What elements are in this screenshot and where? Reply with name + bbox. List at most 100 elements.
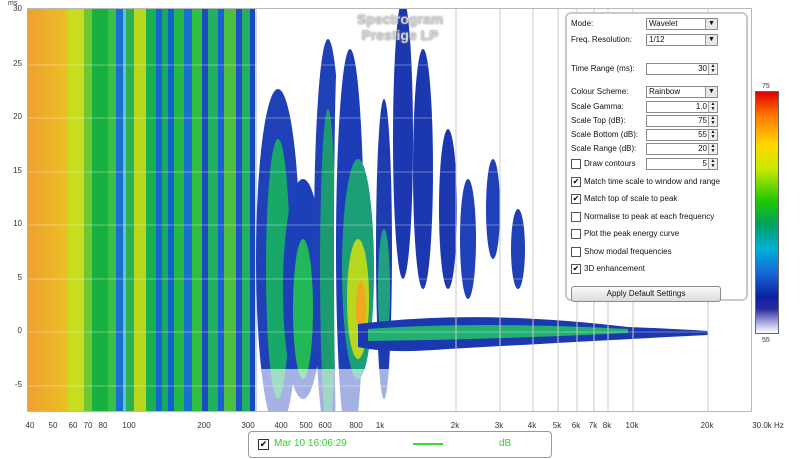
- show-modal-label: Show modal frequencies: [584, 247, 672, 256]
- colorbar-top-label: 75: [762, 83, 770, 90]
- y-tick-label: 0: [17, 326, 22, 335]
- trace-unit: dB: [499, 438, 512, 449]
- scale-gamma-value: 1.0: [695, 102, 707, 111]
- chevron-down-icon[interactable]: ▼: [705, 35, 717, 45]
- enhancement-row: ✔ 3D enhancement: [571, 262, 742, 275]
- scale-gamma-label: Scale Gamma:: [571, 102, 624, 111]
- scale-range-spinner[interactable]: 20 ▲ ▼: [646, 143, 718, 155]
- x-tick-label: 8k: [602, 421, 612, 430]
- draw-contours-value: 5: [702, 159, 707, 168]
- enhancement-checkbox[interactable]: ✔: [571, 264, 581, 274]
- x-tick-label: 400: [274, 421, 288, 430]
- plot-peak-label: Plot the peak energy curve: [584, 229, 680, 238]
- spectrogram-controls-panel: Mode: Wavelet ▼ Freq. Resolution: 1/12 ▼…: [565, 12, 748, 302]
- x-tick-label: 7k: [588, 421, 598, 430]
- spinner-arrows-icon[interactable]: ▲ ▼: [708, 116, 717, 126]
- scale-top-value: 75: [698, 116, 707, 125]
- match-top-label: Match top of scale to peak: [584, 194, 678, 203]
- scale-gamma-row: Scale Gamma: 1.0 ▲ ▼: [571, 100, 742, 113]
- scale-gamma-spinner[interactable]: 1.0 ▲ ▼: [646, 101, 718, 113]
- trace-name[interactable]: Mar 10 16:06:29: [274, 438, 347, 449]
- scale-bottom-spinner[interactable]: 55 ▲ ▼: [646, 129, 718, 141]
- chevron-down-icon[interactable]: ▼: [705, 19, 717, 29]
- time-range-spinner[interactable]: 30 ▲ ▼: [646, 63, 718, 75]
- normalise-label: Normalise to peak at each frequency: [584, 212, 715, 221]
- spinner-arrows-icon[interactable]: ▲ ▼: [708, 130, 717, 140]
- colour-scheme-row: Colour Scheme: Rainbow ▼: [571, 85, 742, 98]
- spinner-arrows-icon[interactable]: ▲ ▼: [708, 102, 717, 112]
- x-tick-label: 1k: [375, 421, 385, 430]
- scale-range-value: 20: [698, 144, 707, 153]
- enhancement-label: 3D enhancement: [584, 264, 645, 273]
- plot-peak-row: Plot the peak energy curve: [571, 227, 742, 240]
- scale-range-row: Scale Range (dB): 20 ▲ ▼: [571, 142, 742, 155]
- time-range-row: Time Range (ms): 30 ▲ ▼: [571, 62, 742, 75]
- normalise-row: Normalise to peak at each frequency: [571, 210, 742, 223]
- mode-value: Wavelet: [649, 19, 678, 28]
- x-tick-label: 70: [83, 421, 93, 430]
- draw-contours-checkbox[interactable]: [571, 159, 581, 169]
- freq-resolution-value: 1/12: [649, 35, 665, 44]
- plot-title-line1: Spectrogram: [356, 11, 444, 27]
- match-time-label: Match time scale to window and range: [584, 177, 721, 186]
- x-tick-label: 10k: [625, 421, 639, 430]
- draw-contours-row: Draw contours 5 ▲ ▼: [571, 157, 742, 170]
- colour-scheme-select[interactable]: Rainbow ▼: [646, 86, 718, 98]
- x-tick-label: 20k: [700, 421, 714, 430]
- colour-scale-bar: [755, 91, 779, 334]
- x-tick-label: 50: [48, 421, 58, 430]
- freq-resolution-select[interactable]: 1/12 ▼: [646, 34, 718, 46]
- x-tick-label: 6k: [571, 421, 581, 430]
- x-tick-label: 60: [68, 421, 78, 430]
- match-time-checkbox[interactable]: ✔: [571, 177, 581, 187]
- x-tick-label: 4k: [527, 421, 537, 430]
- y-tick-label: -5: [14, 380, 22, 389]
- scale-top-label: Scale Top (dB):: [571, 116, 626, 125]
- y-tick-label: 15: [13, 166, 22, 175]
- trace-line-swatch: [413, 443, 443, 445]
- x-tick-label: 800: [349, 421, 363, 430]
- spinner-arrows-icon[interactable]: ▲ ▼: [708, 64, 717, 74]
- show-modal-row: Show modal frequencies: [571, 245, 742, 258]
- scale-bottom-label: Scale Bottom (dB):: [571, 130, 639, 139]
- y-axis-unit: ms: [8, 0, 18, 7]
- scale-top-row: Scale Top (dB): 75 ▲ ▼: [571, 114, 742, 127]
- time-range-label: Time Range (ms):: [571, 64, 635, 73]
- trace-visible-checkbox[interactable]: ✔: [258, 439, 269, 450]
- trace-legend: ✔ Mar 10 16:06:29 dB: [248, 431, 552, 458]
- scale-range-label: Scale Range (dB):: [571, 144, 637, 153]
- x-tick-label: 5k: [552, 421, 562, 430]
- x-tick-label: 600: [318, 421, 332, 430]
- mode-select[interactable]: Wavelet ▼: [646, 18, 718, 30]
- freq-resolution-row: Freq. Resolution: 1/12 ▼: [571, 33, 742, 46]
- x-tick-label: 3k: [494, 421, 504, 430]
- plot-title-line2: Prestige LP: [361, 27, 439, 43]
- y-tick-label: 25: [13, 59, 22, 68]
- spinner-arrows-icon[interactable]: ▲ ▼: [708, 159, 717, 169]
- x-tick-label: 80: [98, 421, 108, 430]
- x-tick-label: 100: [122, 421, 136, 430]
- x-tick-label: 2k: [450, 421, 460, 430]
- match-top-checkbox[interactable]: ✔: [571, 194, 581, 204]
- spectrogram-image: [28, 9, 751, 411]
- y-tick-label: 5: [17, 273, 22, 282]
- match-time-row: ✔ Match time scale to window and range: [571, 175, 742, 188]
- apply-default-settings-button[interactable]: Apply Default Settings: [571, 286, 721, 302]
- show-modal-checkbox[interactable]: [571, 247, 581, 257]
- x-tick-label: 30.0k Hz: [752, 421, 784, 430]
- y-tick-label: 30: [13, 4, 22, 13]
- scale-top-spinner[interactable]: 75 ▲ ▼: [646, 115, 718, 127]
- normalise-checkbox[interactable]: [571, 212, 581, 222]
- plot-title: Spectrogram Prestige LP: [345, 11, 455, 43]
- draw-contours-spinner[interactable]: 5 ▲ ▼: [646, 158, 718, 170]
- freq-resolution-label: Freq. Resolution:: [571, 35, 632, 44]
- spinner-arrows-icon[interactable]: ▲ ▼: [708, 144, 717, 154]
- y-tick-label: 10: [13, 219, 22, 228]
- chevron-down-icon[interactable]: ▼: [705, 87, 717, 97]
- plot-peak-checkbox[interactable]: [571, 229, 581, 239]
- time-range-value: 30: [698, 64, 707, 73]
- x-tick-label: 500: [299, 421, 313, 430]
- x-tick-label: 200: [197, 421, 211, 430]
- mode-row: Mode: Wavelet ▼: [571, 17, 742, 30]
- y-tick-label: 20: [13, 112, 22, 121]
